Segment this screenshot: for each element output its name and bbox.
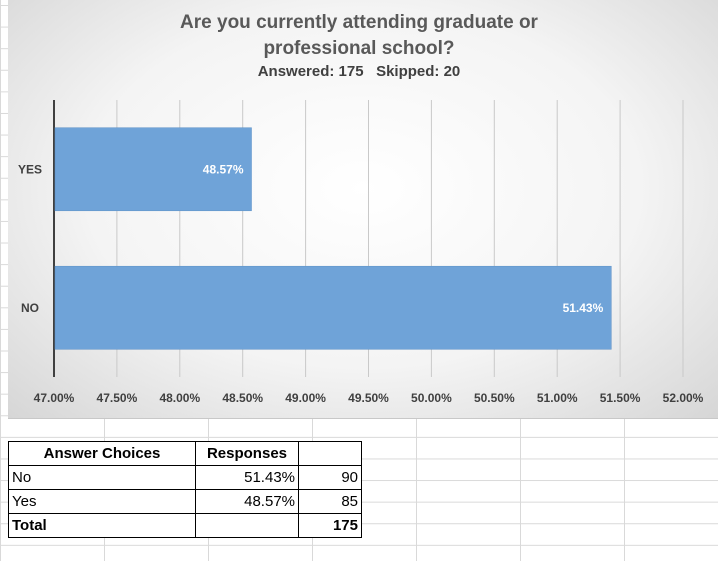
cell-percent[interactable]: 48.57% <box>195 489 299 514</box>
table-row: Yes 48.57% 85 <box>8 489 362 514</box>
chart-title: Are you currently attending graduate or … <box>0 10 718 62</box>
chart-subtitle: Answered: 175 Skipped: 20 <box>257 63 461 80</box>
cell-total-label[interactable]: Total <box>8 513 196 538</box>
table-total-row: Total 175 <box>8 513 362 538</box>
cell-total-count[interactable]: 175 <box>298 513 362 538</box>
category-label: YES <box>18 162 42 176</box>
cell-count[interactable]: 85 <box>298 489 362 514</box>
cell-choice[interactable]: Yes <box>8 489 196 514</box>
category-label: NO <box>21 301 39 315</box>
x-tick-label: 50.00% <box>411 391 452 405</box>
x-tick-label: 47.00% <box>34 391 75 405</box>
chart-title-line-2: professional school? <box>263 38 455 59</box>
cell-total-percent[interactable] <box>195 513 299 538</box>
responses-table: Answer Choices Responses No 51.43% 90 Ye… <box>8 441 362 538</box>
bar-no <box>54 265 612 350</box>
x-tick-label: 48.50% <box>222 391 263 405</box>
x-tick-label: 48.00% <box>159 391 200 405</box>
header-answer-choices: Answer Choices <box>8 441 196 466</box>
x-tick-label: 51.00% <box>537 391 578 405</box>
x-tick-label: 49.50% <box>348 391 389 405</box>
chart-title-line-1: Are you currently attending graduate or <box>180 12 538 33</box>
data-label: 48.57% <box>203 162 244 176</box>
x-tick-label: 50.50% <box>474 391 515 405</box>
bar-yes <box>54 127 252 212</box>
bar-chart: 47.00% 47.50% 48.00% 48.50% 49.00% 49.50% 50.0… <box>18 100 704 405</box>
cell-choice[interactable]: No <box>8 465 196 490</box>
x-tick-label: 47.50% <box>97 391 138 405</box>
x-tick-label: 51.50% <box>600 391 641 405</box>
x-tick-label: 49.00% <box>285 391 326 405</box>
x-tick-label: 52.00% <box>663 391 704 405</box>
table-row: No 51.43% 90 <box>8 465 362 490</box>
cell-percent[interactable]: 51.43% <box>195 465 299 490</box>
cell-count[interactable]: 90 <box>298 465 362 490</box>
header-responses: Responses <box>195 441 299 466</box>
data-label: 51.43% <box>563 301 604 315</box>
table-header-row: Answer Choices Responses <box>8 441 362 466</box>
header-count <box>298 441 362 466</box>
